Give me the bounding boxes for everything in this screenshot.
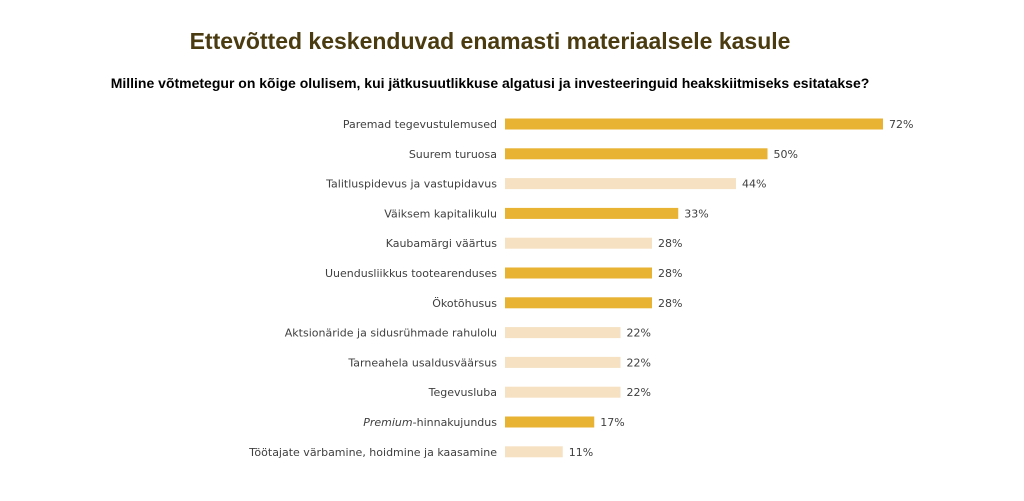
category-label: Premium-hinnakujundus [363,416,497,429]
category-label: Tarneahela usaldusväärsus [347,356,497,369]
bar [505,446,563,458]
data-label: 33% [684,207,708,220]
bar [505,148,768,160]
category-label: Väiksem kapitalikulu [384,207,497,220]
bar [505,327,621,339]
bar [505,386,621,398]
data-label: 50% [774,148,798,161]
category-label: Ökotõhusus [432,297,497,310]
data-label: 22% [627,386,651,399]
category-label: Uuendusliikkus tootearenduses [325,267,497,280]
data-label: 72% [889,118,913,131]
category-label: Töötajate värbamine, hoidmine ja kaasami… [248,446,497,459]
bar [505,118,883,130]
data-label: 28% [658,297,682,310]
category-label: Talitluspidevus ja vastupidavus [325,178,497,191]
category-label: Kaubamärgi väärtus [386,237,498,250]
category-label: Tegevusluba [428,386,497,399]
data-label: 44% [742,178,766,191]
bar [505,267,652,279]
data-label: 28% [658,267,682,280]
category-label: Paremad tegevustulemused [343,118,497,131]
bar [505,207,679,219]
bar [505,297,652,309]
data-label: 28% [658,237,682,250]
bar [505,178,736,190]
data-label: 17% [600,416,624,429]
chart-subtitle: Milline võtmetegur on kõige olulisem, ku… [110,75,870,91]
bar [505,356,621,368]
category-label: Suurem turuosa [409,148,497,161]
category-label: Aktsionäride ja sidusrühmade rahulolu [285,327,497,340]
chart-title: Ettevõtted keskenduvad enamasti materiaa… [189,28,791,54]
data-label: 22% [627,356,651,369]
data-label: 11% [569,446,593,459]
bar [505,416,595,428]
bar [505,237,652,249]
data-label: 22% [627,327,651,340]
